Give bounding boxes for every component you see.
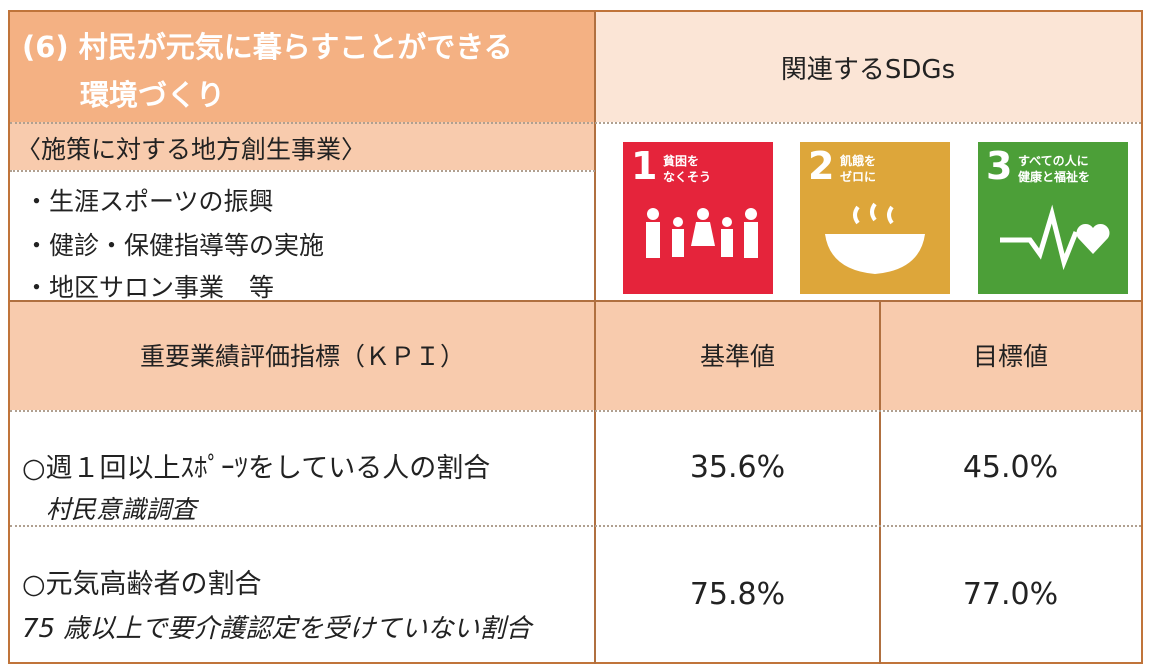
kpi-source: 村民意識調査	[46, 495, 197, 524]
sdg-number: 1	[631, 144, 658, 188]
sdgs-cell: 関連するSDGs	[595, 12, 1141, 122]
kpi-baseline: 75.8%	[689, 577, 786, 612]
title-line: (6) 村民が元気に暮らすことができる	[22, 30, 513, 64]
frame	[8, 10, 1143, 664]
sdg-pictogram	[646, 208, 758, 258]
kpi-header: 重要業績評価指標（ＫＰＩ）	[139, 342, 465, 371]
column-line	[879, 300, 881, 664]
sdg-pictogram	[825, 202, 925, 274]
kpi-target: 77.0%	[962, 577, 1059, 612]
measure-item: ・健診・保健指導等の実施	[24, 231, 325, 260]
title-line: 環境づくり	[80, 78, 226, 112]
sdg-label: すべての人に	[1018, 154, 1089, 168]
sdgs-label: 関連するSDGs	[780, 54, 956, 85]
sdg-pictogram	[1000, 204, 1110, 271]
sdg-label: 健康と福祉を	[1018, 170, 1091, 184]
sdg-icon: 3 すべての人に 健康と福祉を	[978, 142, 1128, 294]
sdg-icon: 2 飢餓を ゼロに	[800, 142, 950, 294]
kpi-baseline: 35.6%	[689, 450, 786, 485]
measure-item: ・地区サロン事業 等	[24, 273, 275, 302]
kpi-target: 45.0%	[962, 450, 1059, 485]
sdg-number: 2	[808, 144, 835, 188]
kpi-indicator: ○週１回以上ｽﾎﾟｰﾂをしている人の割合	[22, 453, 491, 484]
kpi-header: 基準値	[699, 342, 775, 371]
row-line	[10, 410, 1141, 412]
title-cell	[10, 12, 595, 122]
row-line	[10, 525, 1141, 527]
measures-heading: 〈施策に対する地方創生事業〉	[16, 135, 367, 164]
measure-item: ・生涯スポーツの振興	[24, 187, 274, 216]
kpi-header: 目標値	[972, 342, 1048, 371]
sdg-label: 飢餓を	[840, 154, 877, 168]
row-line	[10, 122, 1141, 124]
sdg-label: 貧困を	[663, 154, 700, 168]
row-line	[10, 300, 1141, 302]
sdg-number: 3	[986, 144, 1013, 188]
column-line	[594, 12, 596, 664]
sdg-label: なくそう	[663, 170, 712, 184]
measures-heading-cell	[10, 122, 595, 170]
kpi-header-row	[10, 300, 1141, 410]
sdg-icon: 1 貧困を なくそう	[623, 142, 773, 294]
sdg-label: ゼロに	[840, 170, 877, 184]
kpi-indicator: ○元気高齢者の割合	[22, 569, 262, 600]
row-line	[10, 170, 595, 172]
kpi-source: 75 歳以上で要介護認定を受けていない割合	[22, 614, 532, 644]
